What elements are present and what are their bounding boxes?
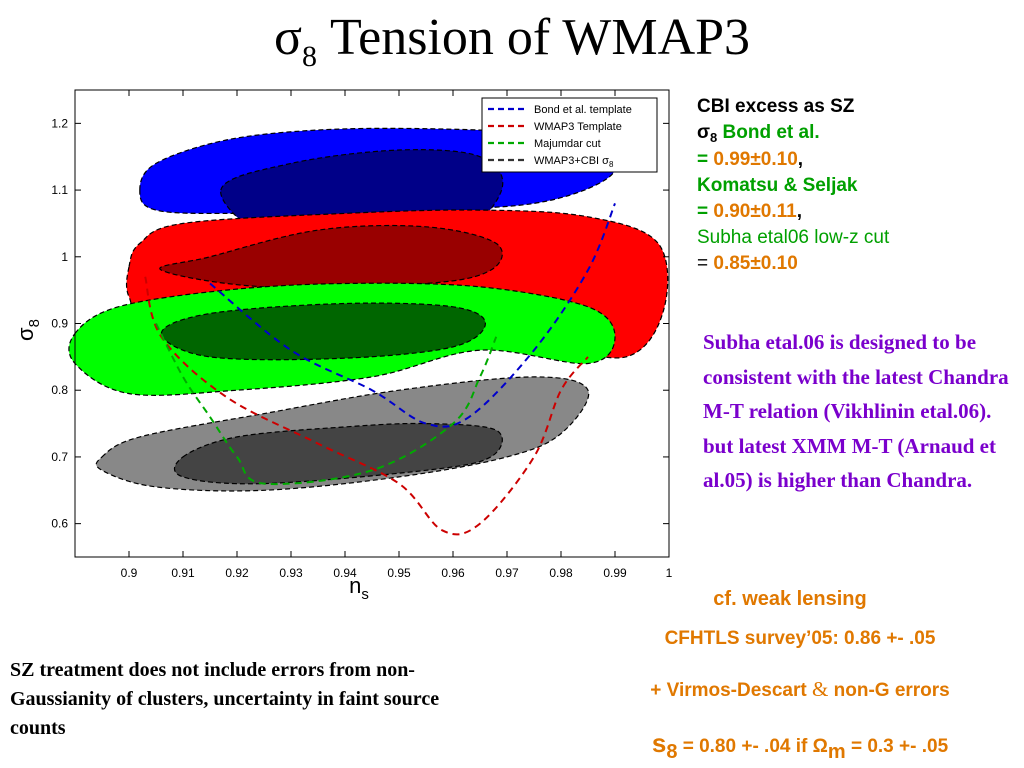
sz-treatment-note: SZ treatment does not include errors fro…	[10, 659, 440, 739]
omega-symbol: Ω	[812, 736, 828, 757]
cbi-bond-value: 0.99±0.10	[713, 149, 798, 170]
virmos-part-a: + Virmos-Descart	[650, 680, 812, 701]
y-tick-label: 1.2	[51, 116, 68, 130]
x-tick-label: 0.91	[171, 566, 195, 580]
virmos-ampersand: &	[812, 677, 829, 701]
s8-symbol: s	[651, 728, 667, 758]
cbi-subha-value: 0.85±0.10	[713, 253, 798, 274]
x-axis-label: ns	[349, 573, 369, 603]
legend-label: WMAP3 Template	[534, 121, 622, 133]
cbi-sigma: σ	[697, 122, 710, 143]
series-2-dashed-outline	[155, 323, 498, 486]
x-tick-label: 0.92	[225, 566, 249, 580]
cbi-bond-label: Bond et al.	[717, 122, 820, 143]
cbi-comma-2: ,	[796, 201, 802, 222]
cfhtls-line: CFHTLS survey’05: 0.86 +- .05	[664, 628, 936, 649]
cbi-bond-line: σ8 Bond et al.	[697, 120, 1017, 147]
s8-subscript: 8	[666, 741, 678, 763]
cbi-sigma-subscript: 8	[710, 130, 718, 145]
cbi-bond-value-line: = 0.99±0.10,	[697, 147, 1017, 173]
cbi-komatsu-value-line: = 0.90±0.11,	[697, 199, 1017, 225]
cbi-subha-value-line: = 0.85±0.10	[697, 251, 1017, 277]
omega-subscript: m	[827, 741, 846, 763]
contour-regions	[68, 127, 669, 492]
x-tick-label: 0.9	[121, 566, 138, 580]
cbi-heading: CBI excess as SZ	[697, 96, 855, 117]
cbi-subha-label: Subha etal06 low-z cut	[697, 227, 890, 248]
cbi-komatsu-label: Komatsu & Seljak	[697, 175, 858, 196]
omega-value: = 0.3 +- .05	[845, 736, 949, 757]
virmos-part-b: non-G errors	[828, 680, 950, 701]
legend-label: WMAP3+CBI σ8	[534, 155, 614, 169]
cbi-eq-3: =	[697, 253, 714, 274]
cbi-excess-block: CBI excess as SZ σ8 Bond et al. = 0.99±0…	[697, 94, 1017, 277]
x-tick-label: 1	[666, 566, 673, 580]
x-tick-label: 0.96	[441, 566, 465, 580]
title-sigma-subscript: 8	[301, 40, 317, 73]
title-rest: Tension of WMAP3	[316, 9, 751, 66]
contour-outlines	[144, 203, 616, 536]
cbi-eq-1: =	[697, 149, 714, 170]
weak-lensing-heading: cf. weak lensing	[713, 588, 867, 610]
virmos-line: + Virmos-Descart & non-G errors	[590, 677, 1010, 702]
y-tick-label: 1.1	[51, 183, 68, 197]
cbi-komatsu-value: 0.90±0.11	[713, 201, 797, 222]
x-tick-label: 0.93	[279, 566, 303, 580]
axis-ticks: 0.9 0.91 0.92 0.93 0.94 0.95 0.96 0.97 0.98 0.99 1…	[51, 90, 673, 580]
s8-value: = 0.80 +- .04 if	[677, 736, 813, 757]
y-tick-label: 0.9	[51, 317, 68, 331]
x-tick-label: 0.99	[603, 566, 627, 580]
x-tick-label: 0.98	[549, 566, 573, 580]
series-1-contour-68	[159, 224, 503, 289]
slide-title: σ8 Tension of WMAP3	[0, 8, 1024, 88]
legend-label: Majumdar cut	[534, 138, 601, 150]
legend-label: Bond et al. template	[534, 104, 632, 116]
s8-omega-line: s8 = 0.80 +- .04 if Ωm = 0.3 +- .05	[590, 728, 1010, 763]
x-tick-label: 0.95	[387, 566, 411, 580]
y-tick-label: 0.6	[51, 517, 68, 531]
series-2-contour-68	[160, 302, 487, 361]
series-1-dashed-outline	[144, 276, 589, 536]
x-tick-label: 0.94	[333, 566, 357, 580]
y-tick-label: 0.7	[51, 450, 68, 464]
title-sigma: σ	[273, 9, 302, 66]
y-tick-label: 0.8	[51, 383, 68, 397]
cbi-comma-1: ,	[797, 149, 804, 170]
y-axis-label: σ8	[13, 319, 43, 341]
cbi-eq-2: =	[697, 201, 714, 222]
series-0-dashed-outline	[209, 203, 616, 428]
chart-legend: Bond et al. template WMAP3 Template Majumd…	[481, 97, 658, 173]
x-tick-label: 0.97	[495, 566, 519, 580]
subha-note: Subha etal.06 is designed to be consiste…	[703, 330, 1009, 492]
contour-chart: 0.9 0.91 0.92 0.93 0.94 0.95 0.96 0.97 0.98 0.99 1…	[13, 89, 673, 603]
y-tick-label: 1	[61, 250, 68, 264]
